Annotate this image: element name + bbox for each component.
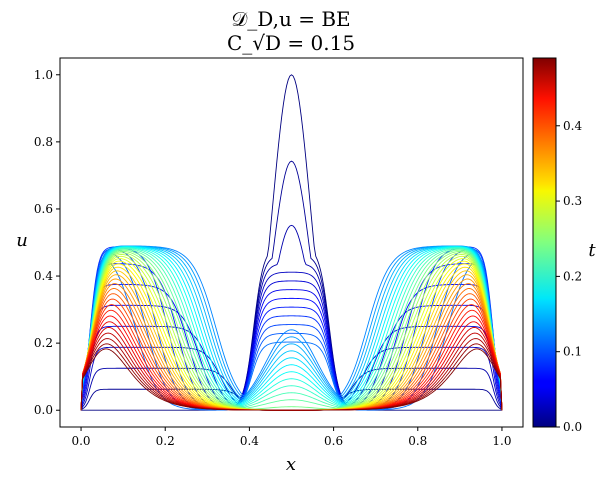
solution-curve	[80, 245, 503, 411]
y-tick-label: 0.6	[34, 202, 53, 216]
x-tick-label: 0.2	[156, 434, 175, 448]
x-tick-label: 0.8	[408, 434, 427, 448]
y-tick-label: 0.4	[34, 269, 53, 283]
solution-curve	[80, 250, 503, 411]
y-tick-label: 1.0	[34, 68, 53, 82]
colorbar-ticks: 0.0 0.1 0.2 0.3 0.4	[556, 119, 582, 434]
x-tick-label: 0.6	[324, 434, 343, 448]
y-axis-ticks: 0.0 0.2 0.4 0.6 0.8 1.0	[34, 68, 60, 417]
x-tick-label: 0.0	[71, 434, 90, 448]
solution-curve	[80, 343, 503, 411]
solution-curve	[80, 246, 503, 411]
solution-curve	[80, 252, 503, 411]
x-axis-label: x	[286, 454, 296, 475]
y-tick-label: 0.8	[34, 135, 53, 149]
solution-curve	[80, 247, 503, 411]
solution-curve	[80, 246, 503, 411]
solution-curve	[80, 248, 503, 411]
solution-curve	[80, 326, 503, 411]
y-tick-label: 0.2	[34, 336, 53, 350]
solution-curve	[81, 74, 502, 411]
solution-curve	[80, 246, 503, 411]
colorbar-tick-label: 0.2	[563, 269, 582, 283]
chart-title-line1: 𝒟_D,u = BE	[231, 7, 350, 31]
x-axis-ticks: 0.0 0.2 0.4 0.6 0.8 1.0	[71, 427, 512, 448]
x-tick-label: 0.4	[240, 434, 259, 448]
colorbar-tick-label: 0.0	[563, 420, 582, 434]
solution-curve	[80, 309, 503, 411]
solution-curve	[80, 246, 503, 411]
colorbar-label: t	[588, 240, 596, 261]
solution-curve	[80, 248, 503, 411]
colorbar-tick-label: 0.1	[563, 345, 582, 359]
solution-curve	[80, 246, 503, 411]
curve-group	[80, 74, 503, 411]
solution-curve	[80, 160, 503, 411]
plot-frame	[59, 57, 524, 428]
y-tick-label: 0.0	[34, 403, 53, 417]
x-tick-label: 1.0	[492, 434, 511, 448]
colorbar	[532, 57, 557, 428]
solution-curve	[80, 248, 503, 411]
chart-title-line2: C_√D = 0.15	[227, 31, 355, 55]
solution-curve	[80, 245, 503, 411]
colorbar-tick-label: 0.3	[563, 194, 582, 208]
solution-curve	[80, 261, 503, 411]
solution-curve	[80, 249, 503, 411]
y-axis-label: u	[16, 230, 28, 251]
colorbar-tick-label: 0.4	[563, 119, 582, 133]
solution-curve	[80, 280, 503, 411]
solution-curve	[80, 348, 503, 411]
solution-curve	[80, 266, 503, 411]
